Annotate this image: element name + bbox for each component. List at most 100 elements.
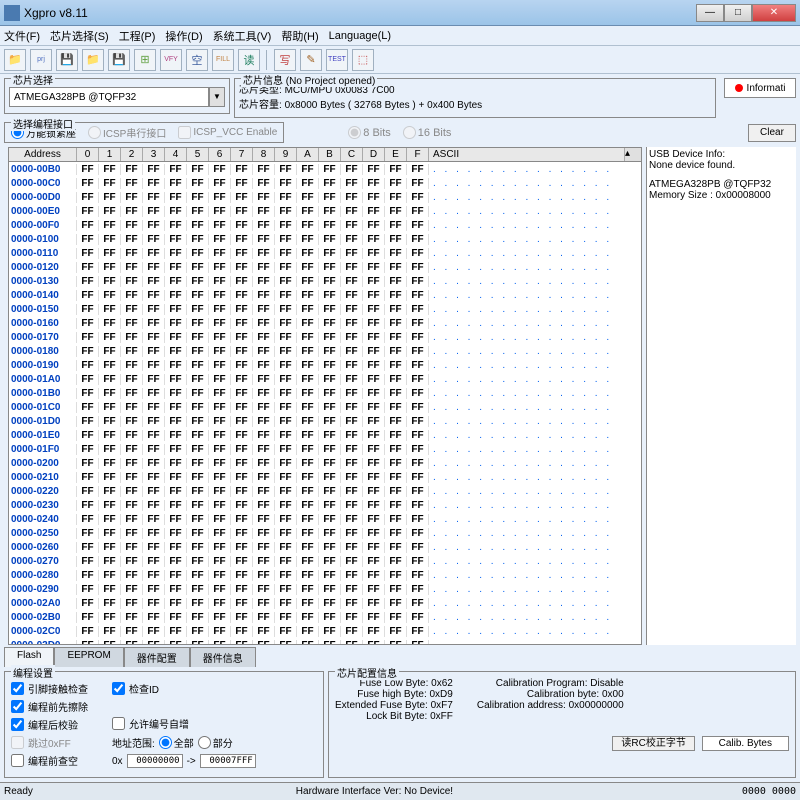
clear-button[interactable]: Clear <box>748 124 796 142</box>
toolbar-btn-11[interactable]: 写 <box>274 49 296 71</box>
hex-row[interactable]: 0000-0250FFFFFFFFFFFFFFFFFFFFFFFFFFFFFFF… <box>9 526 641 540</box>
check-blank[interactable]: 编程前查空 <box>11 753 88 768</box>
toolbar-btn-5[interactable]: ⊞ <box>134 49 156 71</box>
menubar: 文件(F) 芯片选择(S) 工程(P) 操作(D) 系统工具(V) 帮助(H) … <box>0 26 800 46</box>
hex-row[interactable]: 0000-02B0FFFFFFFFFFFFFFFFFFFFFFFFFFFFFFF… <box>9 610 641 624</box>
hex-row[interactable]: 0000-02A0FFFFFFFFFFFFFFFFFFFFFFFFFFFFFFF… <box>9 596 641 610</box>
hex-row[interactable]: 0000-02C0FFFFFFFFFFFFFFFFFFFFFFFFFFFFFFF… <box>9 624 641 638</box>
hex-row[interactable]: 0000-01B0FFFFFFFFFFFFFFFFFFFFFFFFFFFFFFF… <box>9 386 641 400</box>
hex-row[interactable]: 0000-0120FFFFFFFFFFFFFFFFFFFFFFFFFFFFFFF… <box>9 260 641 274</box>
menu-project[interactable]: 工程(P) <box>119 28 156 44</box>
radio-range-part[interactable]: 部分 <box>198 735 233 750</box>
hex-row[interactable]: 0000-00F0FFFFFFFFFFFFFFFFFFFFFFFFFFFFFFF… <box>9 218 641 232</box>
titlebar: Xgpro v8.11 — □ ✕ <box>0 0 800 26</box>
status-center: Hardware Interface Ver: No Device! <box>33 786 716 797</box>
check-icsp-vcc: ICSP_VCC Enable <box>178 126 277 139</box>
menu-language[interactable]: Language(L) <box>329 30 391 42</box>
status-right: 0000 0000 <box>716 786 796 797</box>
addr-to-input[interactable] <box>200 754 256 768</box>
check-id[interactable]: 检查ID <box>112 681 256 696</box>
tab-info[interactable]: 器件信息 <box>190 647 256 667</box>
hex-row[interactable]: 0000-00C0FFFFFFFFFFFFFFFFFFFFFFFFFFFFFFF… <box>9 176 641 190</box>
radio-range-all[interactable]: 全部 <box>159 735 194 750</box>
toolbar: 📁prj💾📁💾⊞VFY空FILL读写✎TEST⬚ <box>0 46 800 74</box>
hex-row[interactable]: 0000-0100FFFFFFFFFFFFFFFFFFFFFFFFFFFFFFF… <box>9 232 641 246</box>
hex-row[interactable]: 0000-0210FFFFFFFFFFFFFFFFFFFFFFFFFFFFFFF… <box>9 470 641 484</box>
information-button[interactable]: Informati <box>724 78 796 98</box>
toolbar-btn-7[interactable]: 空 <box>186 49 208 71</box>
menu-file[interactable]: 文件(F) <box>4 28 40 44</box>
read-calib-button[interactable]: 读RC校正字节 <box>612 736 694 751</box>
window-title: Xgpro v8.11 <box>24 6 696 20</box>
hex-row[interactable]: 0000-0160FFFFFFFFFFFFFFFFFFFFFFFFFFFFFFF… <box>9 316 641 330</box>
hex-body[interactable]: 0000-00B0FFFFFFFFFFFFFFFFFFFFFFFFFFFFFFF… <box>9 162 641 644</box>
menu-chip[interactable]: 芯片选择(S) <box>50 28 109 44</box>
chip-select-group: 芯片选择 ATMEGA328PB @TQFP32 ▼ <box>4 78 230 114</box>
hex-row[interactable]: 0000-01F0FFFFFFFFFFFFFFFFFFFFFFFFFFFFFFF… <box>9 442 641 456</box>
hex-row[interactable]: 0000-0280FFFFFFFFFFFFFFFFFFFFFFFFFFFFFFF… <box>9 568 641 582</box>
tab-config[interactable]: 器件配置 <box>124 647 190 667</box>
hex-row[interactable]: 0000-0260FFFFFFFFFFFFFFFFFFFFFFFFFFFFFFF… <box>9 540 641 554</box>
hex-row[interactable]: 0000-0140FFFFFFFFFFFFFFFFFFFFFFFFFFFFFFF… <box>9 288 641 302</box>
hex-row[interactable]: 0000-0170FFFFFFFFFFFFFFFFFFFFFFFFFFFFFFF… <box>9 330 641 344</box>
menu-operate[interactable]: 操作(D) <box>165 28 202 44</box>
toolbar-btn-13[interactable]: TEST <box>326 49 348 71</box>
hex-row[interactable]: 0000-0110FFFFFFFFFFFFFFFFFFFFFFFFFFFFFFF… <box>9 246 641 260</box>
check-skip-ff: 跳过0xFF <box>11 735 88 750</box>
toolbar-btn-6[interactable]: VFY <box>160 49 182 71</box>
hex-row[interactable]: 0000-0290FFFFFFFFFFFFFFFFFFFFFFFFFFFFFFF… <box>9 582 641 596</box>
radio-8bits: 8 Bits <box>348 126 391 139</box>
hex-row[interactable]: 0000-01D0FFFFFFFFFFFFFFFFFFFFFFFFFFFFFFF… <box>9 414 641 428</box>
hex-row[interactable]: 0000-01A0FFFFFFFFFFFFFFFFFFFFFFFFFFFFFFF… <box>9 372 641 386</box>
hex-row[interactable]: 0000-0230FFFFFFFFFFFFFFFFFFFFFFFFFFFFFFF… <box>9 498 641 512</box>
calib-field: Calib. Bytes <box>702 736 789 751</box>
hex-row[interactable]: 0000-0200FFFFFFFFFFFFFFFFFFFFFFFFFFFFFFF… <box>9 456 641 470</box>
chip-config-group: 芯片配置信息 Fuse Low Byte: 0x62 Fuse high Byt… <box>328 671 796 778</box>
hex-row[interactable]: 0000-00E0FFFFFFFFFFFFFFFFFFFFFFFFFFFFFFF… <box>9 204 641 218</box>
toolbar-btn-9[interactable]: 读 <box>238 49 260 71</box>
addr-from-input[interactable] <box>127 754 183 768</box>
toolbar-btn-8[interactable]: FILL <box>212 49 234 71</box>
hex-row[interactable]: 0000-0130FFFFFFFFFFFFFFFFFFFFFFFFFFFFFFF… <box>9 274 641 288</box>
hex-row[interactable]: 0000-00B0FFFFFFFFFFFFFFFFFFFFFFFFFFFFFFF… <box>9 162 641 176</box>
check-verify[interactable]: 编程后校验 <box>11 717 88 732</box>
toolbar-btn-4[interactable]: 💾 <box>108 49 130 71</box>
hex-editor: Address0123456789ABCDEFASCII▴ 0000-00B0F… <box>8 147 642 645</box>
hex-row[interactable]: 0000-01C0FFFFFFFFFFFFFFFFFFFFFFFFFFFFFFF… <box>9 400 641 414</box>
radio-icsp[interactable]: ICSP串行接口 <box>88 125 166 140</box>
tab-flash[interactable]: Flash <box>4 647 54 667</box>
toolbar-btn-14[interactable]: ⬚ <box>352 49 374 71</box>
chip-combo[interactable]: ATMEGA328PB @TQFP32 <box>9 87 209 107</box>
program-settings-group: 编程设置 引脚接触检查 编程前先擦除 编程后校验 跳过0xFF 编程前查空 检查… <box>4 671 324 778</box>
close-button[interactable]: ✕ <box>752 4 796 22</box>
menu-tools[interactable]: 系统工具(V) <box>213 28 272 44</box>
hex-row[interactable]: 0000-0150FFFFFFFFFFFFFFFFFFFFFFFFFFFFFFF… <box>9 302 641 316</box>
device-info-pane: USB Device Info: None device found. ATME… <box>646 147 796 645</box>
hex-row[interactable]: 0000-0190FFFFFFFFFFFFFFFFFFFFFFFFFFFFFFF… <box>9 358 641 372</box>
minimize-button[interactable]: — <box>696 4 724 22</box>
hex-row[interactable]: 0000-0270FFFFFFFFFFFFFFFFFFFFFFFFFFFFFFF… <box>9 554 641 568</box>
chip-info-group: 芯片信息 (No Project opened) 芯片类型: MCU/MPU 0… <box>234 78 716 118</box>
hex-row[interactable]: 0000-0180FFFFFFFFFFFFFFFFFFFFFFFFFFFFFFF… <box>9 344 641 358</box>
chip-combo-dropdown[interactable]: ▼ <box>209 87 225 107</box>
hex-row[interactable]: 0000-01E0FFFFFFFFFFFFFFFFFFFFFFFFFFFFFFF… <box>9 428 641 442</box>
check-erase[interactable]: 编程前先擦除 <box>11 699 88 714</box>
check-autoincrement[interactable]: 允许编号自增 <box>112 716 256 731</box>
toolbar-btn-12[interactable]: ✎ <box>300 49 322 71</box>
hex-row[interactable]: 0000-0220FFFFFFFFFFFFFFFFFFFFFFFFFFFFFFF… <box>9 484 641 498</box>
statusbar: Ready Hardware Interface Ver: No Device!… <box>0 782 800 800</box>
tab-eeprom[interactable]: EEPROM <box>54 647 123 667</box>
app-icon <box>4 5 20 21</box>
menu-help[interactable]: 帮助(H) <box>281 28 318 44</box>
toolbar-btn-3[interactable]: 📁 <box>82 49 104 71</box>
memory-tabs: Flash EEPROM 器件配置 器件信息 <box>0 645 800 667</box>
hex-row[interactable]: 0000-0240FFFFFFFFFFFFFFFFFFFFFFFFFFFFFFF… <box>9 512 641 526</box>
status-left: Ready <box>4 786 33 797</box>
maximize-button[interactable]: □ <box>724 4 752 22</box>
hex-row[interactable]: 0000-00D0FFFFFFFFFFFFFFFFFFFFFFFFFFFFFFF… <box>9 190 641 204</box>
hex-row[interactable]: 0000-02D0FFFFFFFFFFFFFFFFFFFFFFFFFFFFFFF… <box>9 638 641 644</box>
check-pin[interactable]: 引脚接触检查 <box>11 681 88 696</box>
toolbar-btn-2[interactable]: 💾 <box>56 49 78 71</box>
toolbar-btn-0[interactable]: 📁 <box>4 49 26 71</box>
toolbar-btn-1[interactable]: prj <box>30 49 52 71</box>
